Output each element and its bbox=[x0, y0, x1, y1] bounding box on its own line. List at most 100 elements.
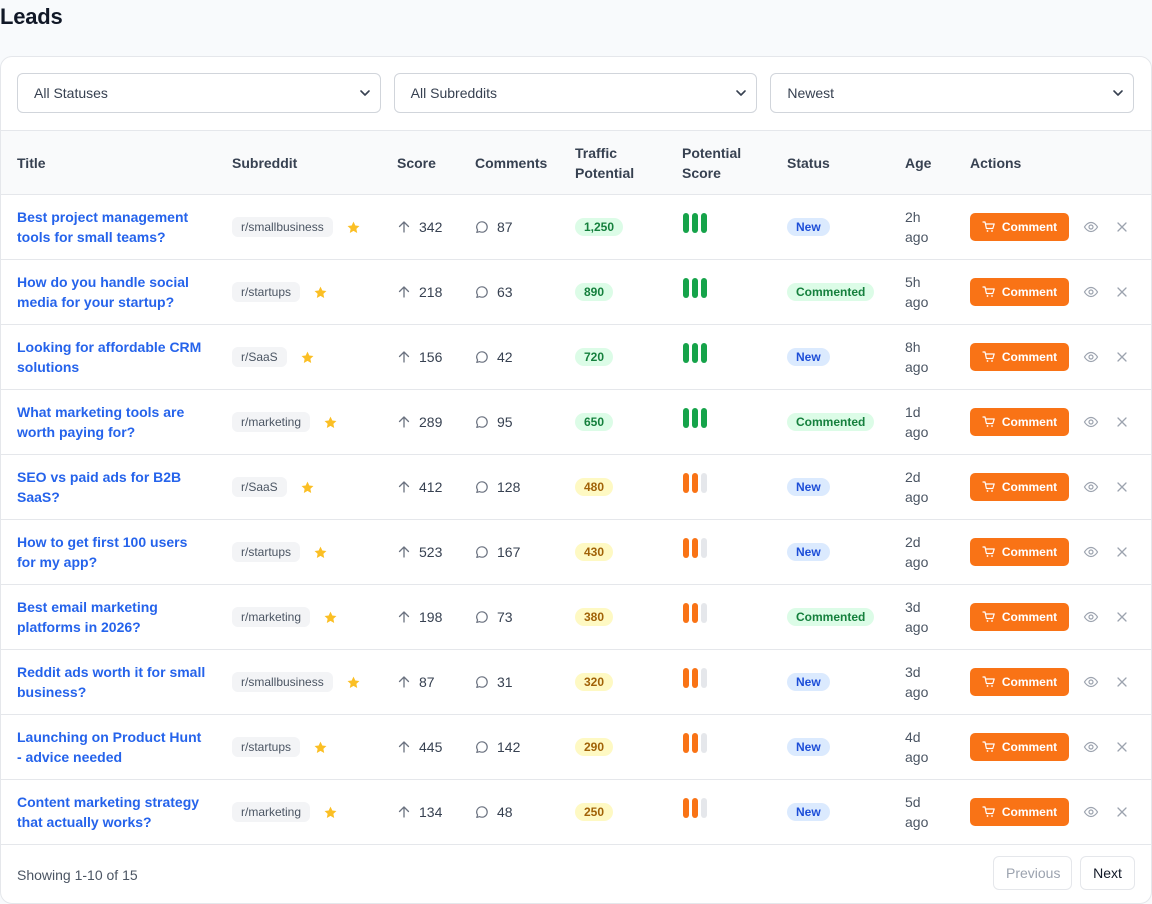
potential-score-bar bbox=[701, 668, 707, 688]
dismiss-button[interactable] bbox=[1114, 414, 1130, 430]
comments-value: 63 bbox=[497, 284, 513, 300]
potential-score-indicator bbox=[683, 798, 707, 818]
star-icon[interactable] bbox=[313, 740, 328, 755]
comment-button[interactable]: Comment bbox=[970, 798, 1069, 826]
comment-button[interactable]: Comment bbox=[970, 538, 1069, 566]
age-value: 2h ago bbox=[905, 209, 929, 245]
subreddit-badge[interactable]: r/startups bbox=[232, 282, 301, 302]
view-button[interactable] bbox=[1083, 414, 1099, 430]
subreddit-badge[interactable]: r/SaaS bbox=[232, 477, 287, 497]
dismiss-button[interactable] bbox=[1114, 544, 1130, 560]
subreddit-badge[interactable]: r/marketing bbox=[232, 607, 311, 627]
lead-title-link[interactable]: What marketing tools are worth paying fo… bbox=[17, 404, 185, 440]
traffic-potential-badge: 720 bbox=[575, 348, 614, 366]
view-button[interactable] bbox=[1083, 804, 1099, 820]
comment-button[interactable]: Comment bbox=[970, 473, 1069, 501]
view-button[interactable] bbox=[1083, 219, 1099, 235]
column-header-age[interactable]: Age bbox=[905, 154, 932, 171]
score-value: 412 bbox=[419, 479, 443, 495]
close-icon bbox=[1117, 547, 1127, 557]
comments-value: 95 bbox=[497, 414, 513, 430]
column-header-title[interactable]: Title bbox=[17, 154, 46, 171]
view-button[interactable] bbox=[1083, 674, 1099, 690]
status-badge: New bbox=[787, 673, 830, 691]
table-row: Reddit ads worth it for small business? r… bbox=[1, 650, 1151, 715]
column-header-status[interactable]: Status bbox=[787, 154, 830, 171]
subreddit-badge[interactable]: r/marketing bbox=[232, 802, 311, 822]
star-icon[interactable] bbox=[346, 220, 361, 235]
comment-button[interactable]: Comment bbox=[970, 278, 1069, 306]
age-value: 3d ago bbox=[905, 599, 929, 635]
age-value: 2d ago bbox=[905, 534, 929, 570]
potential-score-bar bbox=[692, 668, 698, 688]
column-header-score[interactable]: Score bbox=[397, 154, 436, 171]
view-button[interactable] bbox=[1083, 349, 1099, 365]
lead-title-link[interactable]: How to get first 100 users for my app? bbox=[17, 534, 188, 570]
status-filter-select[interactable]: All Statuses bbox=[17, 73, 381, 113]
lead-title-link[interactable]: Launching on Product Hunt - advice neede… bbox=[17, 729, 202, 765]
arrow-up-icon bbox=[398, 676, 410, 688]
subreddit-badge[interactable]: r/startups bbox=[232, 542, 301, 562]
dismiss-button[interactable] bbox=[1114, 219, 1130, 235]
comment-button[interactable]: Comment bbox=[970, 603, 1069, 631]
star-icon[interactable] bbox=[323, 415, 338, 430]
dismiss-button[interactable] bbox=[1114, 804, 1130, 820]
cart-icon bbox=[982, 286, 995, 297]
eye-icon bbox=[1083, 806, 1099, 818]
subreddit-badge[interactable]: r/marketing bbox=[232, 412, 311, 432]
subreddit-badge[interactable]: r/SaaS bbox=[232, 347, 287, 367]
comment-button[interactable]: Comment bbox=[970, 408, 1069, 436]
chat-bubble-icon bbox=[476, 481, 488, 493]
traffic-potential-badge: 320 bbox=[575, 673, 614, 691]
dismiss-button[interactable] bbox=[1114, 674, 1130, 690]
dismiss-button[interactable] bbox=[1114, 479, 1130, 495]
star-icon[interactable] bbox=[313, 545, 328, 560]
comment-button[interactable]: Comment bbox=[970, 668, 1069, 696]
comment-button-label: Comment bbox=[1001, 220, 1058, 234]
view-button[interactable] bbox=[1083, 479, 1099, 495]
star-icon[interactable] bbox=[300, 350, 315, 365]
column-header-comments[interactable]: Comments bbox=[475, 154, 548, 171]
comment-button[interactable]: Comment bbox=[970, 343, 1069, 371]
comments-value: 31 bbox=[497, 674, 513, 690]
star-icon[interactable] bbox=[323, 805, 338, 820]
view-button[interactable] bbox=[1083, 284, 1099, 300]
star-icon[interactable] bbox=[300, 480, 315, 495]
subreddit-badge[interactable]: r/smallbusiness bbox=[232, 217, 333, 237]
lead-title-link[interactable]: Content marketing strategy that actually… bbox=[17, 794, 200, 830]
star-icon[interactable] bbox=[313, 285, 328, 300]
comment-button[interactable]: Comment bbox=[970, 213, 1069, 241]
subreddit-badge[interactable]: r/startups bbox=[232, 737, 301, 757]
previous-page-button[interactable]: Previous bbox=[993, 856, 1072, 890]
chat-bubble-icon bbox=[476, 611, 488, 623]
view-button[interactable] bbox=[1083, 739, 1099, 755]
sort-select[interactable]: Newest bbox=[770, 73, 1135, 113]
star-icon[interactable] bbox=[323, 610, 338, 625]
lead-title-link[interactable]: Reddit ads worth it for small business? bbox=[17, 664, 206, 700]
subreddit-filter-select[interactable]: All Subreddits bbox=[393, 73, 758, 113]
subreddit-badge[interactable]: r/smallbusiness bbox=[232, 672, 333, 692]
star-icon[interactable] bbox=[346, 675, 361, 690]
potential-score-bar bbox=[692, 603, 698, 623]
lead-title-link[interactable]: Best email marketing platforms in 2026? bbox=[17, 599, 158, 635]
dismiss-button[interactable] bbox=[1114, 739, 1130, 755]
column-header-potential-score[interactable]: Potential Score bbox=[682, 144, 742, 181]
dismiss-button[interactable] bbox=[1114, 284, 1130, 300]
status-badge: New bbox=[787, 543, 830, 561]
dismiss-button[interactable] bbox=[1114, 349, 1130, 365]
view-button[interactable] bbox=[1083, 609, 1099, 625]
potential-score-bar bbox=[701, 538, 707, 558]
chevron-down-icon bbox=[1113, 90, 1123, 96]
column-header-traffic-potential[interactable]: Traffic Potential bbox=[575, 144, 635, 181]
comment-button-label: Comment bbox=[1001, 285, 1058, 299]
column-header-subreddit[interactable]: Subreddit bbox=[232, 154, 298, 171]
next-page-button[interactable]: Next bbox=[1080, 856, 1135, 890]
lead-title-link[interactable]: SEO vs paid ads for B2B SaaS? bbox=[17, 469, 182, 505]
dismiss-button[interactable] bbox=[1114, 609, 1130, 625]
view-button[interactable] bbox=[1083, 544, 1099, 560]
potential-score-bar bbox=[701, 798, 707, 818]
lead-title-link[interactable]: Looking for affordable CRM solutions bbox=[17, 339, 202, 375]
comment-button[interactable]: Comment bbox=[970, 733, 1069, 761]
lead-title-link[interactable]: Best project management tools for small … bbox=[17, 209, 189, 245]
lead-title-link[interactable]: How do you handle social media for your … bbox=[17, 274, 189, 310]
